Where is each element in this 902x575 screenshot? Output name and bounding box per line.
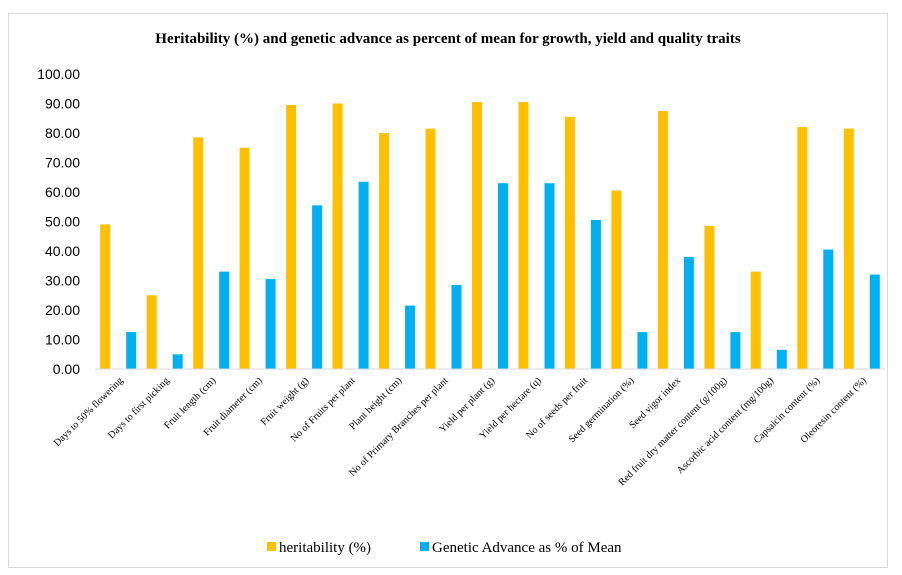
heritability-bar	[379, 133, 390, 369]
heritability-bar	[472, 102, 482, 369]
x-tick-label: No of Primary Branches per plant	[347, 375, 451, 479]
genetic-advance-bar	[405, 305, 416, 369]
x-tick-label: Fruit weight (g)	[259, 375, 312, 428]
chart-title: Heritability (%) and genetic advance as …	[155, 31, 741, 47]
genetic-advance-bar	[265, 279, 276, 369]
heritability-bar	[611, 190, 622, 369]
chart-frame	[8, 13, 888, 568]
genetic-advance-bar	[312, 205, 323, 369]
y-tick-label: 40.00	[45, 243, 80, 259]
heritability-bar	[332, 103, 343, 369]
genetic-advance-bar	[358, 181, 369, 369]
heritability-bar	[704, 225, 715, 369]
genetic-advance-bar	[126, 332, 137, 369]
genetic-advance-bar	[683, 256, 694, 369]
heritability-bar	[843, 128, 854, 369]
genetic-advance-bar	[869, 274, 880, 369]
heritability-bar	[750, 271, 761, 369]
y-axis: 0.00 10.00 20.00 30.00 40.00 50.00 60.00 70.00 8…	[37, 66, 80, 377]
y-tick-label: 50.00	[45, 214, 80, 230]
legend: heritability (%) Genetic Advance as % of …	[267, 540, 622, 556]
bars	[100, 102, 880, 370]
genetic-advance-bar	[637, 332, 648, 369]
x-tick-label: Ascorbic acid content (mg/100g)	[675, 375, 776, 476]
y-tick-label: 70.00	[45, 155, 80, 171]
y-tick-label: 10.00	[45, 332, 80, 348]
y-tick-label: 30.00	[45, 273, 80, 289]
heritability-bar	[564, 116, 575, 369]
y-tick-label: 20.00	[45, 302, 80, 318]
genetic-advance-bar	[776, 349, 787, 369]
legend-label: heritability (%)	[279, 540, 371, 556]
heritability-bar	[657, 110, 668, 370]
y-tick-label: 100.00	[37, 66, 80, 82]
genetic-advance-bar	[730, 332, 741, 369]
genetic-advance-bar	[498, 183, 508, 369]
y-tick-label: 80.00	[45, 125, 80, 141]
legend-swatch	[267, 542, 276, 551]
legend-label: Genetic Advance as % of Mean	[432, 540, 622, 556]
heritability-bar	[286, 105, 297, 369]
y-tick-label: 90.00	[45, 96, 80, 112]
genetic-advance-bar	[172, 354, 183, 370]
genetic-advance-bar	[823, 249, 834, 369]
genetic-advance-bar	[219, 271, 230, 369]
heritability-bar	[797, 127, 808, 369]
genetic-advance-bar	[451, 284, 462, 369]
heritability-bar	[425, 128, 436, 369]
heritability-bar	[193, 137, 204, 369]
y-tick-label: 60.00	[45, 184, 80, 200]
heritability-bar	[239, 147, 250, 370]
heritability-bar	[146, 295, 157, 370]
legend-swatch	[420, 542, 429, 551]
heritability-bar	[518, 102, 529, 369]
y-tick-label: 0.00	[53, 361, 80, 377]
heritability-bar	[100, 224, 111, 369]
genetic-advance-bar	[590, 220, 601, 369]
genetic-advance-bar	[544, 183, 555, 369]
